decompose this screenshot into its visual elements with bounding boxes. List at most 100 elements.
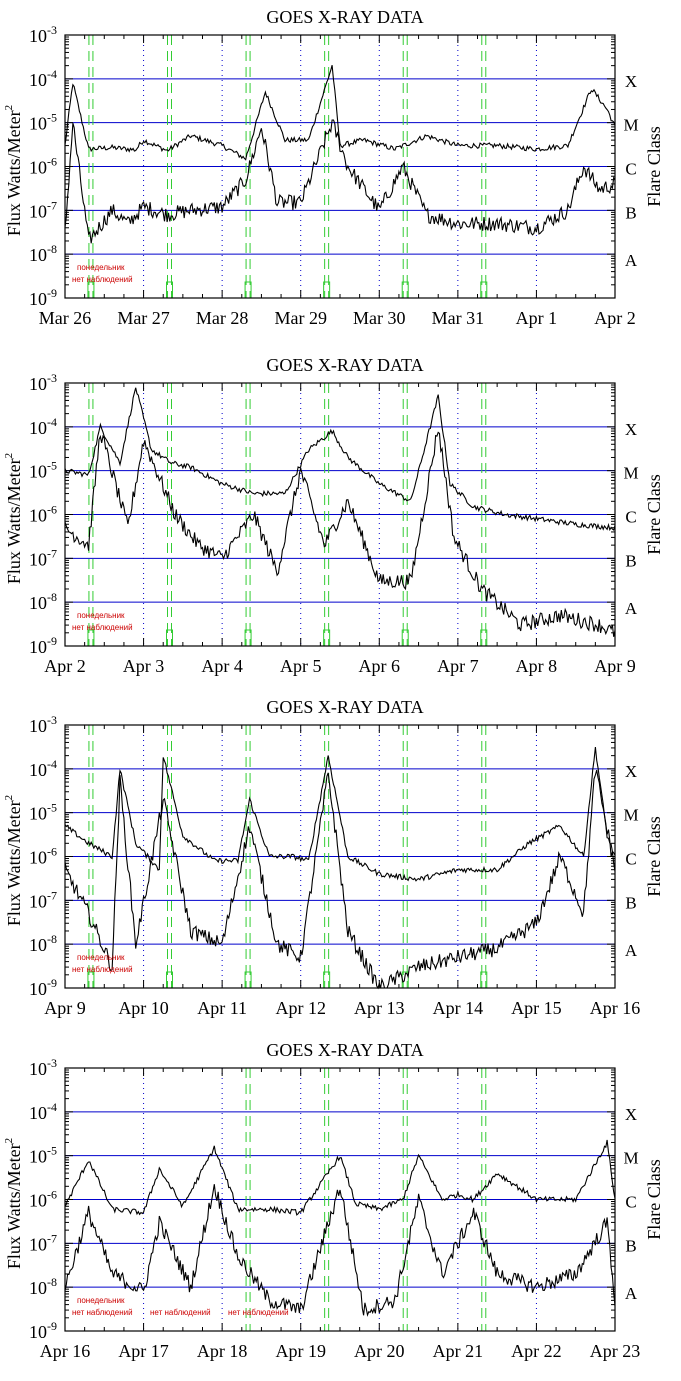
y-tick-base: 10 bbox=[29, 1147, 47, 1167]
y-tick-base: 10 bbox=[29, 506, 47, 526]
flare-class-c: C bbox=[625, 850, 636, 869]
note-monday: понедельник bbox=[77, 953, 125, 962]
flare-class-m: M bbox=[623, 1149, 638, 1168]
flare-class-m: M bbox=[623, 464, 638, 483]
y-tick-exponent: -5 bbox=[47, 111, 57, 125]
y-tick-label: 10-5 bbox=[29, 459, 57, 482]
y-tick-label: 10-9 bbox=[29, 976, 57, 999]
x-tick-label: Apr 16 bbox=[590, 998, 641, 1018]
y-axis-label-sup: 2 bbox=[3, 795, 15, 801]
x-tick-label: Apr 8 bbox=[516, 656, 558, 676]
flux-series-long bbox=[64, 1139, 616, 1216]
flux-series-short bbox=[64, 119, 616, 244]
x-tick-label: Apr 6 bbox=[359, 656, 401, 676]
chart-panel-2: GOES X-RAY DATA10-310-410-510-610-710-81… bbox=[3, 355, 664, 676]
x-tick-label: Apr 1 bbox=[516, 308, 558, 328]
x-tick-label: Apr 21 bbox=[433, 1341, 484, 1361]
flare-class-a: A bbox=[625, 941, 638, 960]
y-tick-base: 10 bbox=[29, 1322, 47, 1342]
flare-class-x: X bbox=[625, 762, 637, 781]
y-tick-label: 10-5 bbox=[29, 1144, 57, 1167]
x-tick-label: Mar 30 bbox=[353, 308, 406, 328]
y-tick-label: 10-4 bbox=[29, 67, 57, 90]
y-tick-exponent: -4 bbox=[47, 415, 57, 429]
note-no-observations: нет наблюдений bbox=[72, 1308, 133, 1317]
y-tick-base: 10 bbox=[29, 245, 47, 265]
y-tick-base: 10 bbox=[29, 158, 47, 178]
y-tick-exponent: -6 bbox=[47, 1188, 57, 1202]
y-tick-label: 10-7 bbox=[29, 198, 57, 221]
y-axis-label: Flux Watts/Meter2 bbox=[3, 453, 24, 584]
y-axis-label-text: Flux Watts/Meter bbox=[4, 1143, 24, 1269]
flare-class-label: Flare Class bbox=[644, 1159, 664, 1240]
x-tick-label: Apr 16 bbox=[40, 1341, 91, 1361]
x-tick-label: Apr 23 bbox=[590, 1341, 641, 1361]
y-tick-base: 10 bbox=[29, 70, 47, 90]
y-tick-base: 10 bbox=[29, 462, 47, 482]
chart-title: GOES X-RAY DATA bbox=[266, 7, 423, 27]
flux-series-short bbox=[64, 431, 616, 637]
y-tick-exponent: -8 bbox=[47, 590, 57, 604]
note-no-observations: нет наблюдений bbox=[72, 623, 133, 632]
y-tick-base: 10 bbox=[29, 1103, 47, 1123]
x-tick-label: Apr 20 bbox=[354, 1341, 405, 1361]
x-tick-label: Apr 19 bbox=[275, 1341, 326, 1361]
x-tick-label: Apr 7 bbox=[437, 656, 479, 676]
note-no-observations: нет наблюдений bbox=[72, 275, 133, 284]
x-tick-label: Apr 22 bbox=[511, 1341, 562, 1361]
flare-class-c: C bbox=[625, 160, 636, 179]
y-tick-exponent: -3 bbox=[47, 1056, 57, 1070]
y-tick-base: 10 bbox=[29, 637, 47, 657]
note-no-observations: нет наблюдений bbox=[228, 1308, 289, 1317]
y-tick-base: 10 bbox=[29, 891, 47, 911]
x-tick-label: Apr 9 bbox=[594, 656, 636, 676]
y-tick-base: 10 bbox=[29, 804, 47, 824]
y-axis-label-sup: 2 bbox=[3, 105, 15, 111]
flare-class-x: X bbox=[625, 72, 637, 91]
y-tick-exponent: -9 bbox=[47, 634, 57, 648]
y-tick-base: 10 bbox=[29, 593, 47, 613]
flare-class-m: M bbox=[623, 116, 638, 135]
y-tick-label: 10-7 bbox=[29, 546, 57, 569]
y-tick-exponent: -3 bbox=[47, 371, 57, 385]
y-tick-base: 10 bbox=[29, 979, 47, 999]
note-no-observations: нет наблюдений bbox=[72, 965, 133, 974]
flare-class-b: B bbox=[625, 203, 636, 222]
x-tick-label: Apr 5 bbox=[280, 656, 322, 676]
y-tick-exponent: -6 bbox=[47, 155, 57, 169]
y-tick-base: 10 bbox=[29, 114, 47, 134]
flare-class-x: X bbox=[625, 1105, 637, 1124]
y-tick-base: 10 bbox=[29, 374, 47, 394]
flare-class-b: B bbox=[625, 893, 636, 912]
x-tick-label: Apr 15 bbox=[511, 998, 562, 1018]
y-tick-exponent: -9 bbox=[47, 286, 57, 300]
y-tick-label: 10-3 bbox=[29, 1056, 57, 1079]
y-tick-base: 10 bbox=[29, 1059, 47, 1079]
flux-series-long bbox=[64, 746, 616, 882]
y-tick-label: 10-4 bbox=[29, 415, 57, 438]
y-tick-base: 10 bbox=[29, 848, 47, 868]
y-tick-exponent: -4 bbox=[47, 67, 57, 81]
note-no-observations: нет наблюдений bbox=[150, 1308, 211, 1317]
y-tick-label: 10-6 bbox=[29, 845, 57, 868]
y-tick-base: 10 bbox=[29, 935, 47, 955]
y-tick-base: 10 bbox=[29, 418, 47, 438]
flux-series-long bbox=[64, 65, 616, 161]
y-tick-exponent: -7 bbox=[47, 1231, 57, 1245]
flux-series-short bbox=[64, 1184, 616, 1317]
y-tick-label: 10-9 bbox=[29, 286, 57, 309]
y-tick-exponent: -7 bbox=[47, 198, 57, 212]
flare-class-a: A bbox=[625, 599, 638, 618]
y-tick-base: 10 bbox=[29, 760, 47, 780]
flare-class-c: C bbox=[625, 508, 636, 527]
y-tick-exponent: -3 bbox=[47, 713, 57, 727]
y-tick-label: 10-3 bbox=[29, 23, 57, 46]
x-tick-label: Apr 9 bbox=[44, 998, 86, 1018]
flare-class-label: Flare Class bbox=[644, 126, 664, 207]
y-tick-label: 10-8 bbox=[29, 1275, 57, 1298]
y-tick-label: 10-3 bbox=[29, 371, 57, 394]
y-tick-label: 10-6 bbox=[29, 1188, 57, 1211]
flare-class-label: Flare Class bbox=[644, 816, 664, 897]
y-tick-exponent: -9 bbox=[47, 976, 57, 990]
